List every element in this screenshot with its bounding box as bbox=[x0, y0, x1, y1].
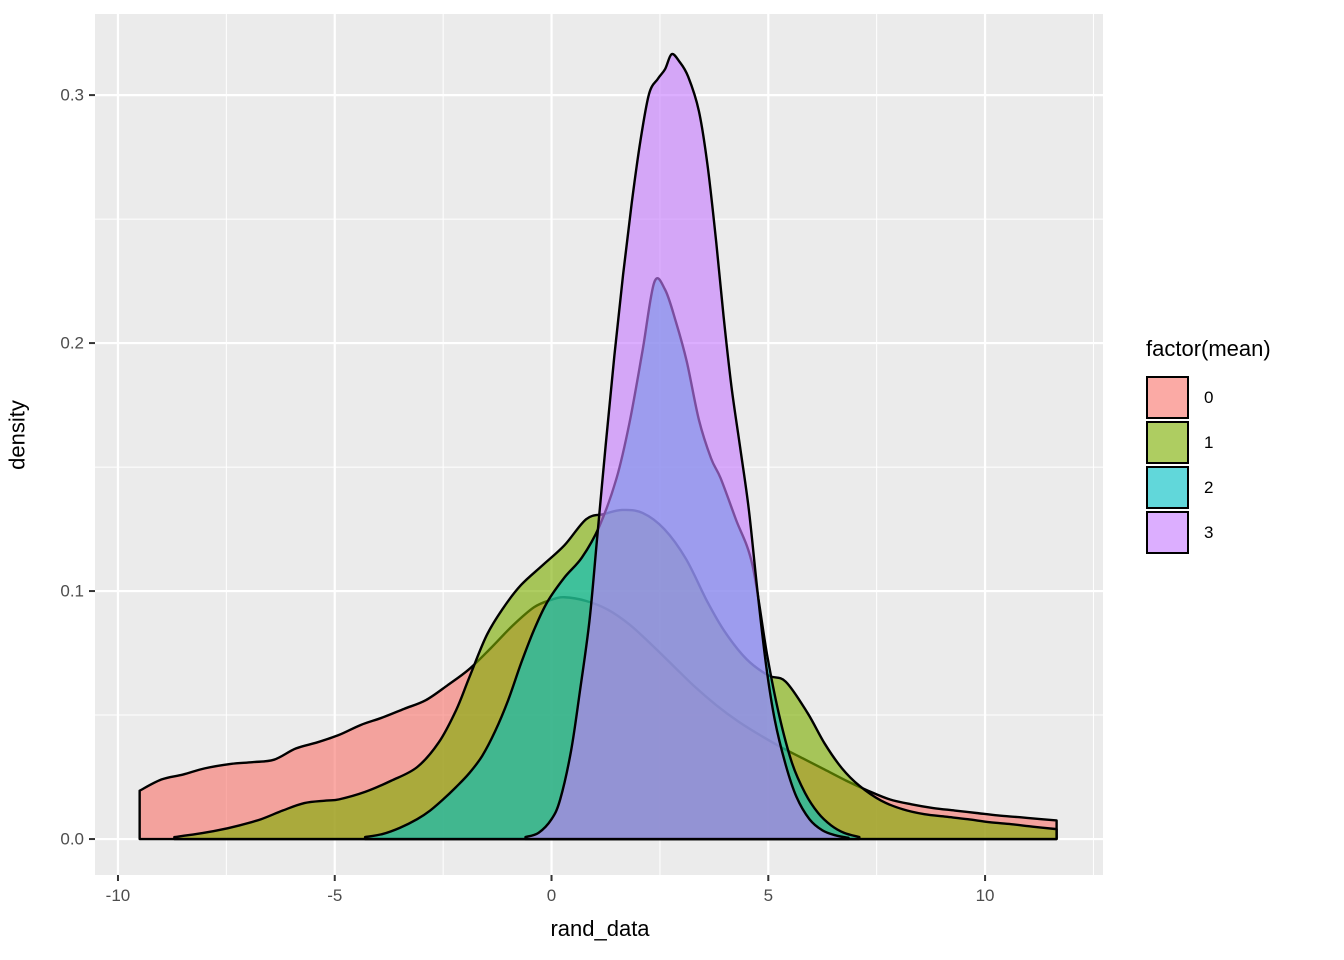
x-tick-label: 10 bbox=[975, 886, 995, 905]
x-axis-title: rand_data bbox=[550, 916, 650, 941]
legend-key-swatch bbox=[1146, 511, 1189, 554]
legend-key-fill bbox=[1148, 423, 1187, 462]
legend-key-fill bbox=[1148, 378, 1187, 417]
legend-item-1: 1 bbox=[1146, 421, 1271, 464]
y-tick-label: 0.2 bbox=[60, 333, 84, 353]
legend: factor(mean) 0 1 2 3 bbox=[1146, 338, 1271, 556]
x-tick-label: 5 bbox=[763, 886, 774, 905]
legend-key-swatch bbox=[1146, 466, 1189, 509]
legend-key-swatch bbox=[1146, 376, 1189, 419]
y-axis-title: density bbox=[4, 400, 30, 470]
legend-item-label: 2 bbox=[1204, 477, 1214, 497]
legend-item-3: 3 bbox=[1146, 511, 1271, 554]
legend-item-label: 3 bbox=[1204, 522, 1214, 542]
legend-item-0: 0 bbox=[1146, 376, 1271, 419]
legend-item-label: 1 bbox=[1204, 432, 1214, 452]
density-curve-3 bbox=[524, 52, 850, 841]
x-tick-label: -10 bbox=[105, 886, 131, 905]
legend-item-2: 2 bbox=[1146, 466, 1271, 509]
legend-item-label: 0 bbox=[1204, 387, 1214, 407]
legend-key-fill bbox=[1148, 513, 1187, 552]
legend-items: 0 1 2 3 bbox=[1146, 376, 1271, 554]
x-tick-label: 0 bbox=[546, 886, 557, 905]
legend-title: factor(mean) bbox=[1146, 336, 1271, 361]
y-tick-label: 0.1 bbox=[60, 581, 84, 601]
y-tick-label: 0.3 bbox=[60, 85, 84, 105]
x-tick-label: -5 bbox=[327, 886, 343, 905]
legend-key-fill bbox=[1148, 468, 1187, 507]
y-tick-label: 0.0 bbox=[60, 829, 84, 849]
legend-key-swatch bbox=[1146, 421, 1189, 464]
